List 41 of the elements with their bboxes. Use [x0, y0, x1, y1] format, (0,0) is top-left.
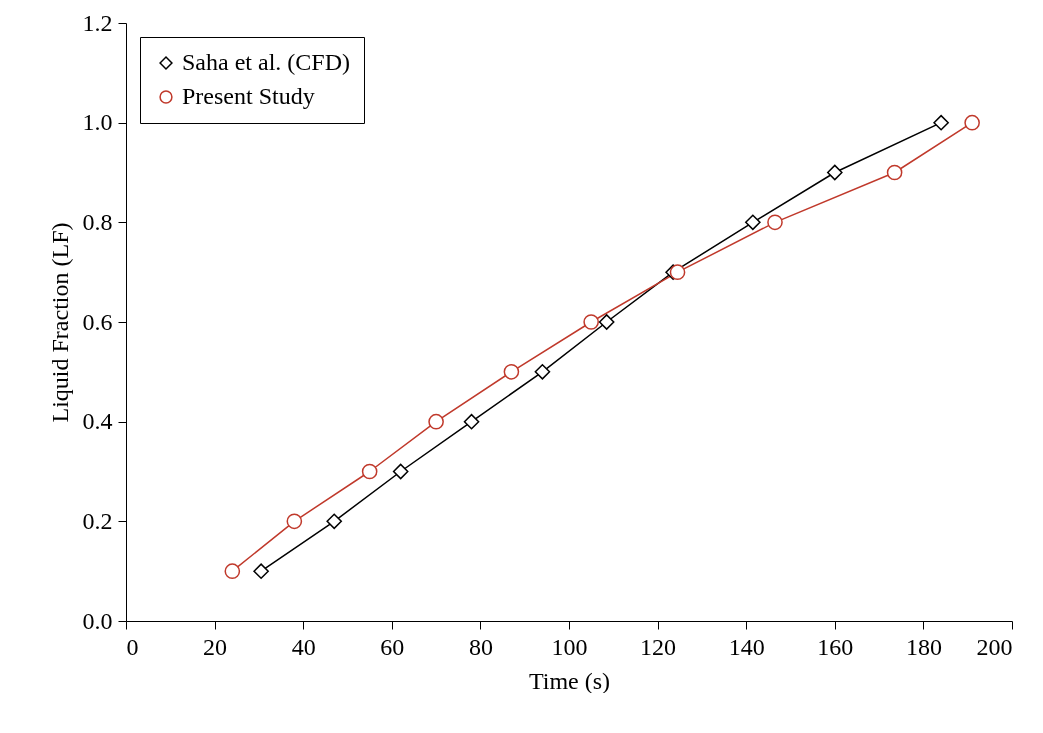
point: [224, 563, 241, 579]
point: [253, 563, 269, 579]
x-tick-label: 80: [468, 633, 493, 660]
y-tick-label: 1.2: [82, 9, 113, 36]
point: [534, 364, 551, 380]
legend-label: Saha et al. (CFD): [182, 49, 350, 75]
point: [669, 264, 686, 280]
point: [767, 214, 783, 231]
point: [392, 463, 409, 480]
point: [964, 114, 980, 131]
x-tick-label: 120: [640, 633, 677, 660]
point: [886, 164, 903, 181]
point: [583, 314, 599, 330]
x-tick-label: 20: [203, 633, 228, 660]
point: [745, 214, 761, 231]
point: [826, 164, 843, 181]
y-axis-title: Liquid Fraction (LF): [46, 222, 73, 423]
point: [428, 413, 444, 430]
y-tick-label: 0.0: [82, 607, 113, 634]
point: [503, 364, 520, 380]
y-tick-label: 0.2: [82, 507, 113, 534]
y-tick-label: 0.4: [82, 408, 113, 435]
y-tick-label: 0.6: [82, 308, 113, 335]
x-tick-label: 200: [976, 633, 1013, 660]
x-axis-title: Time (s): [528, 667, 611, 694]
point: [933, 114, 949, 131]
point: [286, 513, 303, 530]
legend-label: Present Study: [182, 83, 315, 109]
point: [463, 413, 480, 430]
x-tick-label: 140: [728, 633, 765, 660]
point: [361, 463, 378, 480]
x-tick-label: 40: [291, 633, 316, 660]
x-tick-label: 100: [551, 633, 588, 660]
y-tick-label: 1.0: [82, 109, 113, 136]
x-tick-label: 180: [905, 633, 942, 660]
point: [598, 314, 615, 330]
x-tick-label: 0: [126, 633, 139, 660]
point: [326, 513, 343, 530]
y-tick-label: 0.8: [82, 208, 113, 235]
x-tick-label: 60: [380, 633, 405, 660]
x-tick-label: 160: [817, 633, 854, 660]
